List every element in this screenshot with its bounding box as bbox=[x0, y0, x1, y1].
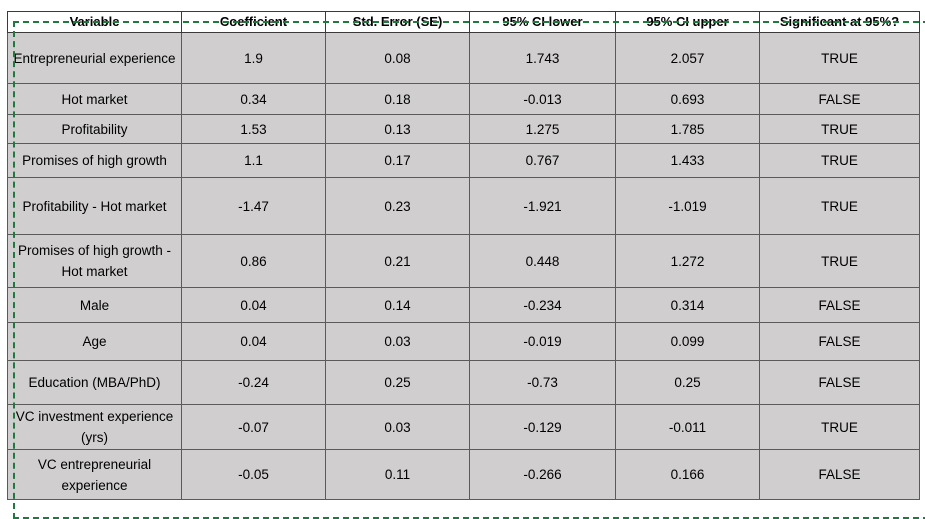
ci-upper-cell[interactable]: 0.25 bbox=[615, 360, 760, 405]
significant-cell[interactable]: FALSE bbox=[759, 449, 920, 500]
ci-upper-cell[interactable]: 2.057 bbox=[615, 32, 760, 84]
ci-lower-cell[interactable]: -1.921 bbox=[469, 177, 616, 235]
significant-cell[interactable]: TRUE bbox=[759, 114, 920, 144]
std-error-cell[interactable]: 0.13 bbox=[325, 114, 470, 144]
variable-cell[interactable]: Promises of high growth - Hot market bbox=[7, 234, 182, 288]
table-row: Education (MBA/PhD) -0.24 0.25 -0.73 0.25 FAL… bbox=[7, 360, 920, 405]
variable-cell[interactable]: Education (MBA/PhD) bbox=[7, 360, 182, 405]
ci-lower-cell[interactable]: -0.73 bbox=[469, 360, 616, 405]
variable-cell[interactable]: VC investment experience (yrs) bbox=[7, 404, 182, 450]
ci-upper-cell[interactable]: 0.314 bbox=[615, 287, 760, 323]
table-row: Profitability - Hot market -1.47 0.23 -1.92… bbox=[7, 177, 920, 235]
ci-upper-cell[interactable]: 1.785 bbox=[615, 114, 760, 144]
table-row: Profitability 1.53 0.13 1.275 1.785 TRUE bbox=[7, 114, 920, 144]
variable-cell[interactable]: Male bbox=[7, 287, 182, 323]
ci-lower-cell[interactable]: 1.275 bbox=[469, 114, 616, 144]
significant-cell[interactable]: FALSE bbox=[759, 322, 920, 361]
table-row: Promises of high growth 1.1 0.17 0.767 1.433… bbox=[7, 143, 920, 178]
std-error-cell[interactable]: 0.25 bbox=[325, 360, 470, 405]
significant-cell[interactable]: TRUE bbox=[759, 32, 920, 84]
std-error-cell[interactable]: 0.11 bbox=[325, 449, 470, 500]
ci-lower-cell[interactable]: 0.448 bbox=[469, 234, 616, 288]
coefficient-cell[interactable]: 1.1 bbox=[181, 143, 326, 178]
variable-cell[interactable]: Promises of high growth bbox=[7, 143, 182, 178]
significant-cell[interactable]: FALSE bbox=[759, 287, 920, 323]
ci-lower-cell[interactable]: -0.013 bbox=[469, 83, 616, 115]
coefficient-cell[interactable]: 1.9 bbox=[181, 32, 326, 84]
regression-results-table: Variable Coefficient Std. Error (SE) 95%… bbox=[7, 11, 920, 500]
coefficient-cell[interactable]: -1.47 bbox=[181, 177, 326, 235]
coefficient-cell[interactable]: -0.05 bbox=[181, 449, 326, 500]
table-row: Age 0.04 0.03 -0.019 0.099 FALSE bbox=[7, 322, 920, 361]
std-error-cell[interactable]: 0.03 bbox=[325, 404, 470, 450]
significant-cell[interactable]: TRUE bbox=[759, 177, 920, 235]
table-row: VC investment experience (yrs) -0.07 0.03-… bbox=[7, 404, 920, 450]
table-row: Entrepreneurial experience 1.9 0.08 1.743 2.… bbox=[7, 32, 920, 84]
std-error-cell[interactable]: 0.21 bbox=[325, 234, 470, 288]
ci-lower-cell[interactable]: 0.767 bbox=[469, 143, 616, 178]
table-row: Male 0.04 0.14 -0.234 0.314 FALSE bbox=[7, 287, 920, 323]
coefficient-cell[interactable]: 0.86 bbox=[181, 234, 326, 288]
variable-cell[interactable]: Age bbox=[7, 322, 182, 361]
significant-cell[interactable]: FALSE bbox=[759, 83, 920, 115]
variable-cell[interactable]: Profitability bbox=[7, 114, 182, 144]
coefficient-cell[interactable]: 0.04 bbox=[181, 322, 326, 361]
ci-upper-cell[interactable]: 1.272 bbox=[615, 234, 760, 288]
ci-lower-cell[interactable]: 1.743 bbox=[469, 32, 616, 84]
std-error-cell[interactable]: 0.03 bbox=[325, 322, 470, 361]
variable-cell[interactable]: Hot market bbox=[7, 83, 182, 115]
ci-upper-cell[interactable]: 0.693 bbox=[615, 83, 760, 115]
coefficient-cell[interactable]: 0.04 bbox=[181, 287, 326, 323]
ci-upper-cell[interactable]: 0.099 bbox=[615, 322, 760, 361]
ci-upper-cell[interactable]: -0.011 bbox=[615, 404, 760, 450]
ci-lower-cell[interactable]: -0.266 bbox=[469, 449, 616, 500]
ci-upper-cell[interactable]: 0.166 bbox=[615, 449, 760, 500]
variable-cell[interactable]: Profitability - Hot market bbox=[7, 177, 182, 235]
variable-cell[interactable]: VC entrepreneurial experience bbox=[7, 449, 182, 500]
coefficient-cell[interactable]: -0.07 bbox=[181, 404, 326, 450]
table-row: Promises of high growth - Hot market 0.86… bbox=[7, 234, 920, 288]
coefficient-cell[interactable]: 0.34 bbox=[181, 83, 326, 115]
std-error-cell[interactable]: 0.23 bbox=[325, 177, 470, 235]
header-row: Variable Coefficient Std. Error (SE) 95%… bbox=[7, 11, 920, 33]
std-error-cell[interactable]: 0.18 bbox=[325, 83, 470, 115]
header-cell-variable[interactable]: Variable bbox=[7, 11, 182, 33]
table-row: Hot market 0.34 0.18 -0.013 0.693 FALSE bbox=[7, 83, 920, 115]
ci-lower-cell[interactable]: -0.234 bbox=[469, 287, 616, 323]
coefficient-cell[interactable]: 1.53 bbox=[181, 114, 326, 144]
coefficient-cell[interactable]: -0.24 bbox=[181, 360, 326, 405]
header-cell-ci-upper[interactable]: 95% CI upper bbox=[615, 11, 760, 33]
std-error-cell[interactable]: 0.14 bbox=[325, 287, 470, 323]
ci-upper-cell[interactable]: -1.019 bbox=[615, 177, 760, 235]
variable-cell[interactable]: Entrepreneurial experience bbox=[7, 32, 182, 84]
header-cell-coefficient[interactable]: Coefficient bbox=[181, 11, 326, 33]
significant-cell[interactable]: TRUE bbox=[759, 143, 920, 178]
ci-lower-cell[interactable]: -0.129 bbox=[469, 404, 616, 450]
significant-cell[interactable]: TRUE bbox=[759, 404, 920, 450]
std-error-cell[interactable]: 0.17 bbox=[325, 143, 470, 178]
table-row: VC entrepreneurial experience -0.05 0.11 -0… bbox=[7, 449, 920, 500]
header-cell-std-error[interactable]: Std. Error (SE) bbox=[325, 11, 470, 33]
std-error-cell[interactable]: 0.08 bbox=[325, 32, 470, 84]
ci-lower-cell[interactable]: -0.019 bbox=[469, 322, 616, 361]
header-cell-ci-lower[interactable]: 95% CI lower bbox=[469, 11, 616, 33]
header-cell-significant[interactable]: Significant at 95%? bbox=[759, 11, 920, 33]
significant-cell[interactable]: FALSE bbox=[759, 360, 920, 405]
ci-upper-cell[interactable]: 1.433 bbox=[615, 143, 760, 178]
spreadsheet-range: Variable Coefficient Std. Error (SE) 95%… bbox=[7, 11, 925, 519]
significant-cell[interactable]: TRUE bbox=[759, 234, 920, 288]
